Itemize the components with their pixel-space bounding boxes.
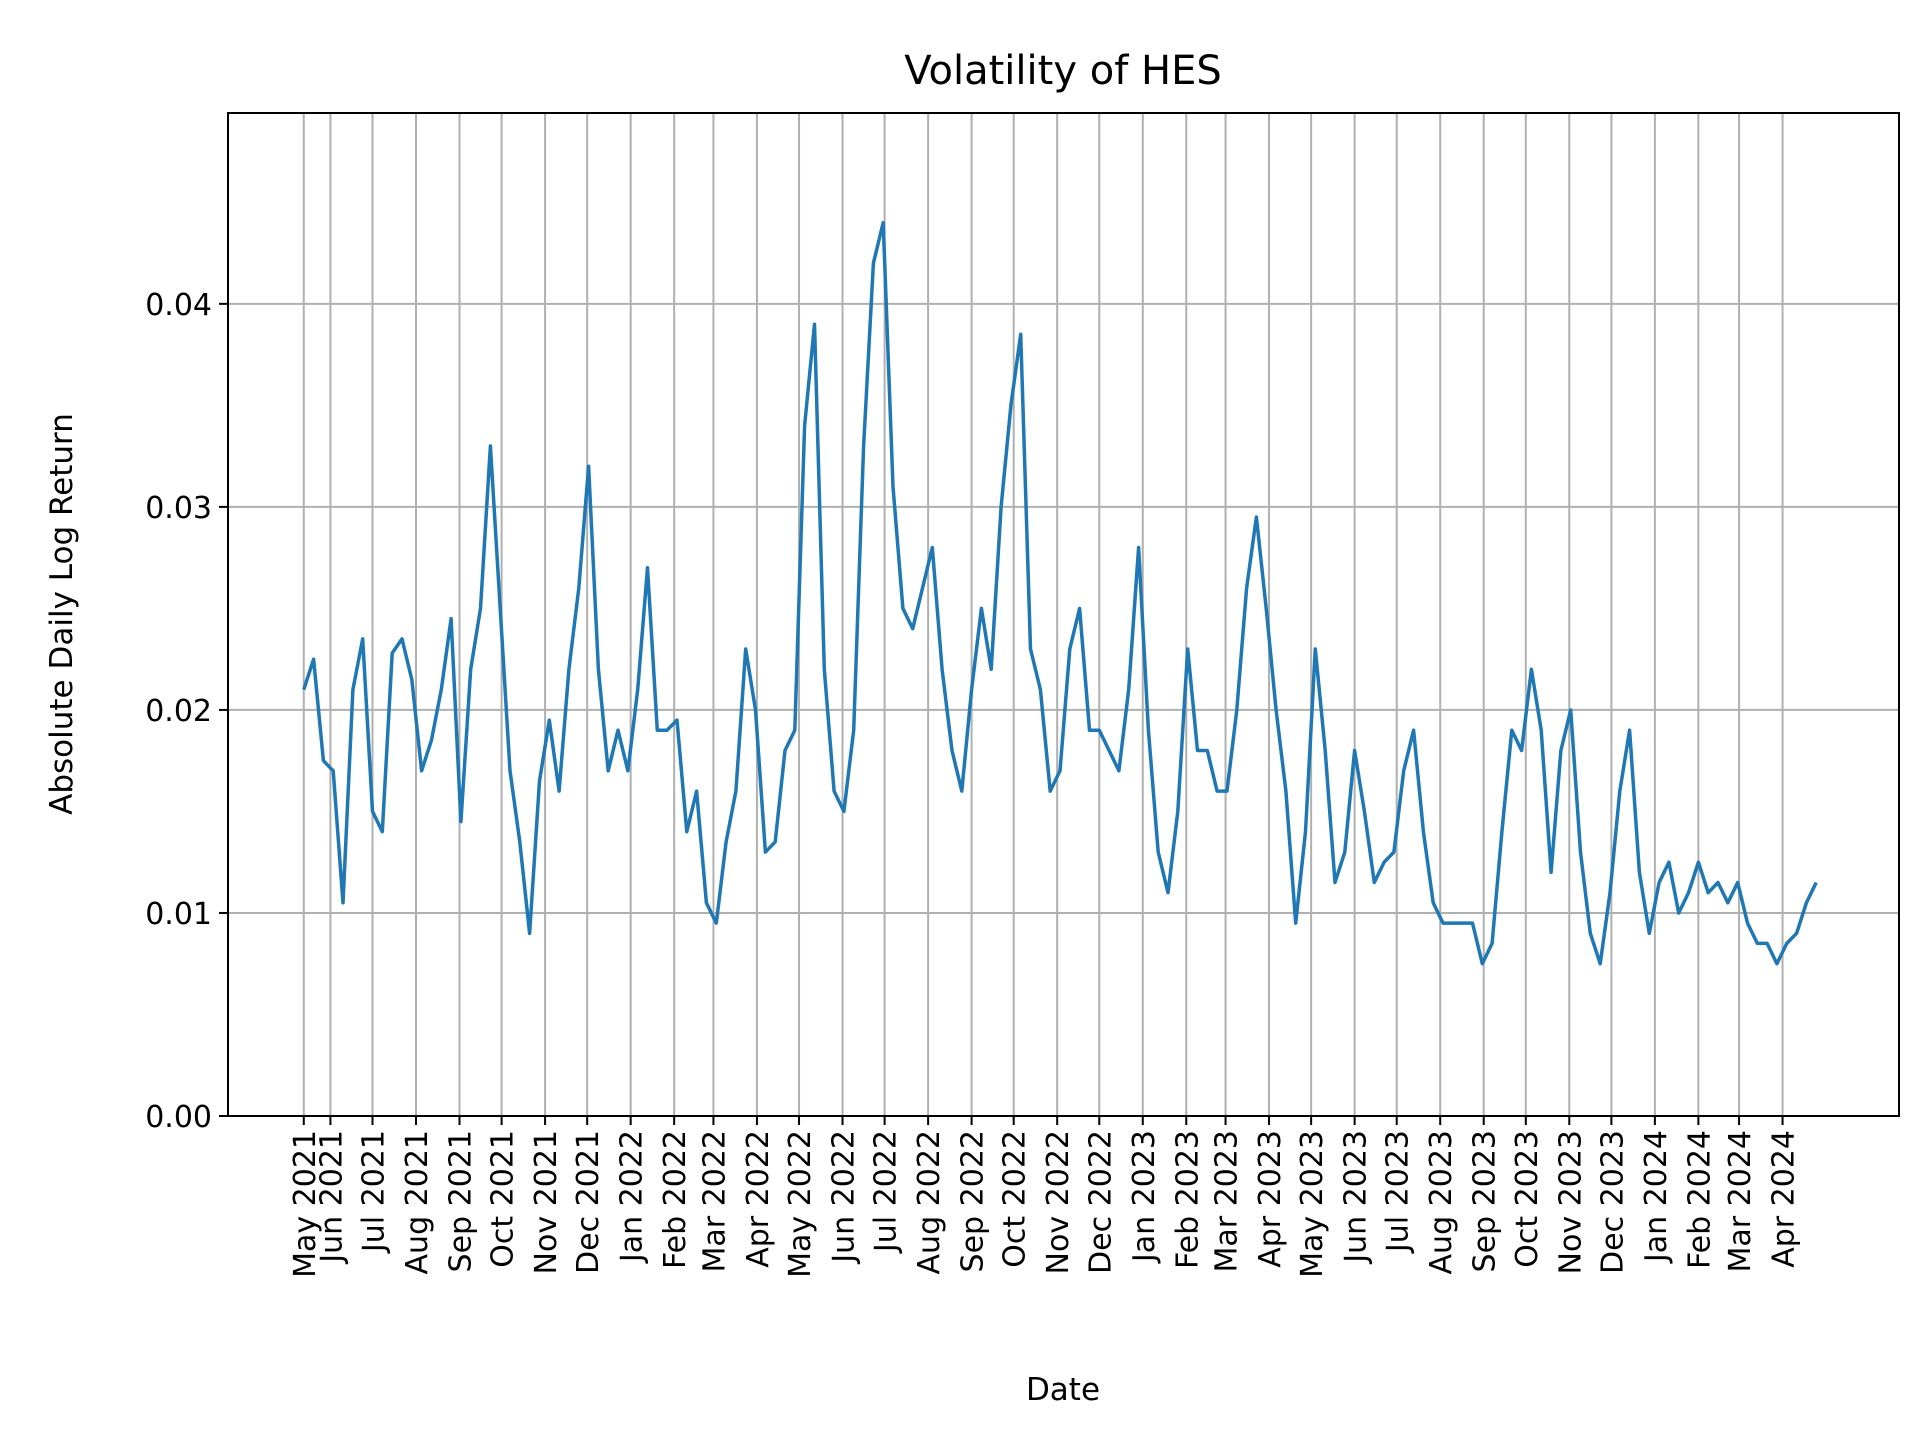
x-tick-label: Jun 2023 xyxy=(1339,1130,1374,1265)
x-tick-label: Jan 2023 xyxy=(1127,1130,1162,1264)
x-tick-label: Feb 2024 xyxy=(1682,1130,1717,1269)
y-axis-ticks: 0.00 0.01 0.02 0.03 0.04 xyxy=(145,288,228,1135)
x-tick-label: Jul 2023 xyxy=(1381,1130,1416,1254)
x-tick-label: Aug 2022 xyxy=(912,1130,947,1274)
x-tick-label: Jan 2022 xyxy=(615,1130,650,1264)
y-tick-label: 0.03 xyxy=(145,491,212,526)
x-tick-label: Sep 2023 xyxy=(1468,1130,1503,1272)
x-tick-label: Nov 2021 xyxy=(529,1130,564,1274)
x-tick-label: Nov 2023 xyxy=(1553,1130,1588,1274)
x-tick-label: Jun 2022 xyxy=(827,1130,862,1265)
x-tick-label: Jul 2021 xyxy=(357,1130,392,1254)
x-tick-label: Jul 2022 xyxy=(869,1130,904,1254)
y-tick-label: 0.01 xyxy=(145,897,212,932)
x-tick-label: Oct 2021 xyxy=(486,1130,521,1268)
x-tick-label: Jan 2024 xyxy=(1639,1130,1674,1264)
plot-frame xyxy=(227,112,1900,1117)
x-tick-label: Dec 2022 xyxy=(1083,1130,1118,1274)
y-tick-label: 0.00 xyxy=(145,1100,212,1135)
x-tick-label: Apr 2023 xyxy=(1253,1130,1288,1268)
x-tick-label: Oct 2023 xyxy=(1510,1130,1545,1268)
chart-title: Volatility of HES xyxy=(904,48,1221,94)
x-tick-label: Sep 2022 xyxy=(956,1130,991,1272)
x-tick-label: May 2021 xyxy=(288,1130,323,1278)
x-axis-label: Date xyxy=(1026,1372,1100,1408)
x-tick-label: Feb 2023 xyxy=(1170,1130,1205,1269)
x-tick-label: Aug 2021 xyxy=(400,1130,435,1274)
x-tick-label: Sep 2021 xyxy=(443,1130,478,1272)
x-tick-label: Mar 2024 xyxy=(1723,1130,1758,1273)
y-tick-label: 0.04 xyxy=(145,288,212,323)
x-tick-label: May 2022 xyxy=(783,1130,818,1278)
x-tick-label: Nov 2022 xyxy=(1041,1130,1076,1274)
grid-lines xyxy=(228,113,1899,1117)
x-tick-label: Mar 2022 xyxy=(697,1130,732,1273)
volatility-line xyxy=(302,220,1818,966)
x-tick-label: Apr 2024 xyxy=(1767,1130,1802,1268)
x-tick-label: May 2023 xyxy=(1295,1130,1330,1278)
x-tick-label: Mar 2023 xyxy=(1210,1130,1245,1273)
x-tick-label: Feb 2022 xyxy=(658,1130,693,1269)
x-tick-label: Aug 2023 xyxy=(1424,1130,1459,1274)
y-tick-label: 0.02 xyxy=(145,694,212,729)
x-tick-label: Dec 2023 xyxy=(1595,1130,1630,1274)
x-tick-label: Dec 2021 xyxy=(571,1130,606,1274)
x-tick-label: Jun 2021 xyxy=(314,1130,349,1265)
x-tick-label: Oct 2022 xyxy=(998,1130,1033,1268)
series-layer xyxy=(302,220,1818,966)
x-tick-label: Apr 2022 xyxy=(741,1130,776,1268)
y-axis-label: Absolute Daily Log Return xyxy=(44,413,80,815)
